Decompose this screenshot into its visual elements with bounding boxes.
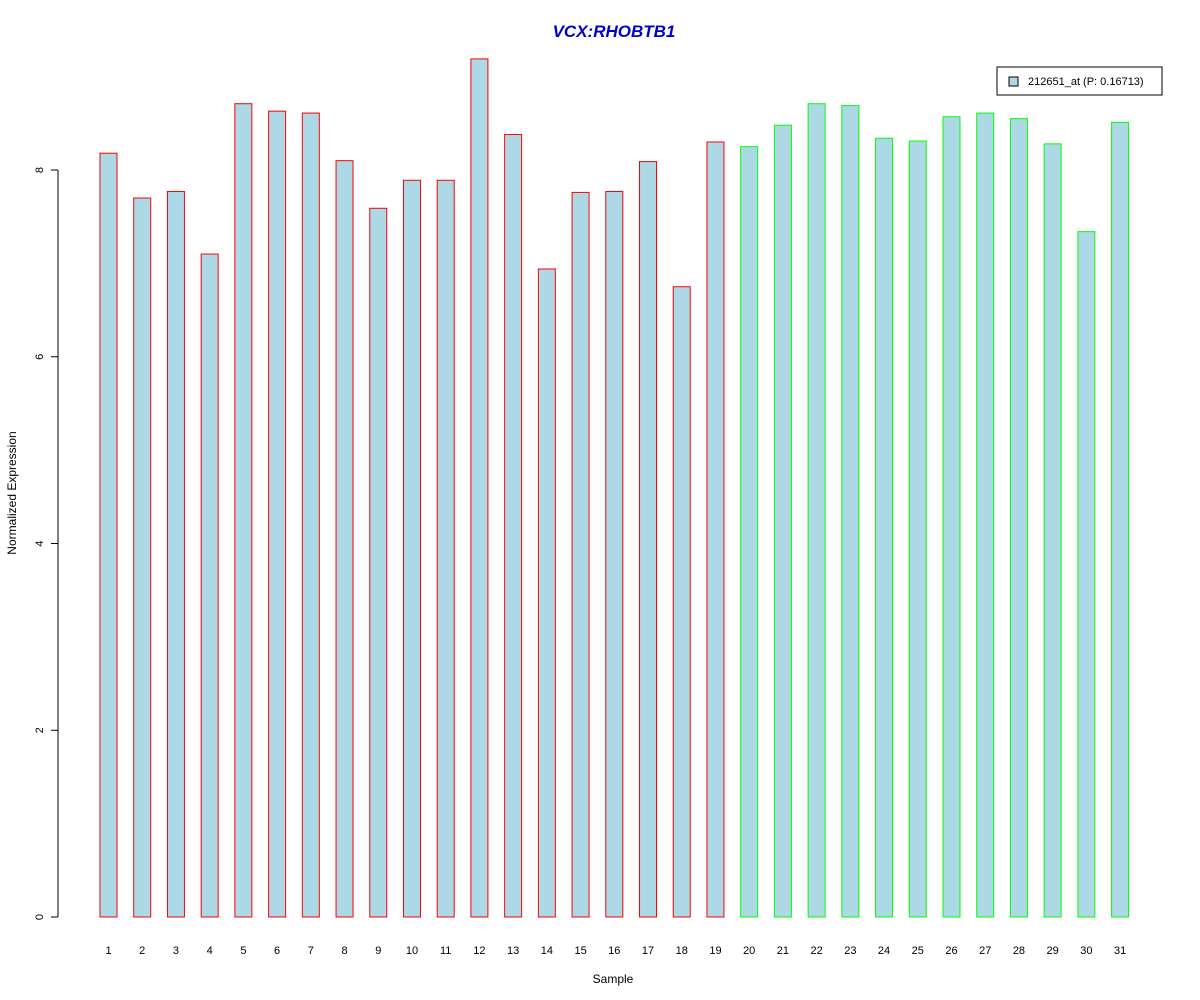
bar-sample-26 xyxy=(942,116,961,918)
x-tick-label: 8 xyxy=(341,945,347,957)
x-tick-label: 30 xyxy=(1080,945,1092,957)
bar-sample-18 xyxy=(672,286,691,918)
bar-sample-13 xyxy=(504,134,523,918)
bar-sample-16 xyxy=(605,190,624,918)
x-tick-label: 1 xyxy=(105,945,111,957)
bar-sample-1 xyxy=(99,152,118,918)
x-tick-label: 28 xyxy=(1013,945,1025,957)
x-tick-label: 16 xyxy=(608,945,620,957)
y-tick-label: 0 xyxy=(34,914,46,920)
x-tick-label: 17 xyxy=(642,945,654,957)
bar-sample-29 xyxy=(1043,143,1062,918)
x-tick-label: 25 xyxy=(912,945,924,957)
y-tick-label: 8 xyxy=(34,167,46,173)
x-tick-label: 9 xyxy=(375,945,381,957)
bar-sample-19 xyxy=(706,141,725,918)
x-tick-label: 12 xyxy=(473,945,485,957)
x-tick-label: 10 xyxy=(406,945,418,957)
x-tick-label: 19 xyxy=(709,945,721,957)
y-tick-label: 2 xyxy=(34,727,46,733)
x-tick-label: 11 xyxy=(440,945,451,957)
x-tick-label: 26 xyxy=(945,945,957,957)
x-tick-label: 15 xyxy=(574,945,586,957)
bar-sample-10 xyxy=(402,179,421,918)
x-tick-label: 23 xyxy=(844,945,856,957)
x-tick-label: 4 xyxy=(207,945,213,957)
bar-sample-27 xyxy=(976,112,995,918)
x-tick-label: 21 xyxy=(777,945,789,957)
bar-sample-17 xyxy=(639,161,658,918)
x-tick-label: 14 xyxy=(541,945,553,957)
y-ticks: 0 2 4 6 8 xyxy=(34,167,58,920)
bar-sample-5 xyxy=(234,103,253,918)
bar-sample-31 xyxy=(1111,121,1130,918)
bars xyxy=(99,58,1130,918)
bar-sample-28 xyxy=(1009,118,1028,918)
legend-swatch xyxy=(1008,76,1019,87)
x-tick-label: 20 xyxy=(743,945,755,957)
bar-sample-22 xyxy=(807,103,826,918)
bar-sample-30 xyxy=(1077,231,1096,918)
x-tick-label: 3 xyxy=(173,945,179,957)
bar-sample-8 xyxy=(335,160,354,918)
y-axis-title: Normalized Expression xyxy=(5,431,19,554)
bar-sample-6 xyxy=(268,110,287,918)
bar-sample-14 xyxy=(537,268,556,918)
bar-sample-7 xyxy=(301,112,320,918)
bar-sample-25 xyxy=(908,140,927,918)
bar-sample-11 xyxy=(436,179,455,918)
bar-sample-3 xyxy=(166,190,185,918)
bar-sample-24 xyxy=(875,137,894,918)
x-tick-label: 13 xyxy=(507,945,519,957)
x-tick-label: 5 xyxy=(240,945,246,957)
x-tick-label: 6 xyxy=(274,945,280,957)
x-tick-label: 27 xyxy=(979,945,991,957)
bar-sample-12 xyxy=(470,58,489,918)
bar-sample-20 xyxy=(740,146,759,918)
bar-sample-4 xyxy=(200,253,219,918)
bar-sample-23 xyxy=(841,105,860,918)
bar-sample-9 xyxy=(369,207,388,918)
x-axis-title: Sample xyxy=(593,972,634,986)
bar-sample-2 xyxy=(133,197,152,918)
legend: 212651_at (P: 0.16713) xyxy=(996,66,1163,96)
legend-box xyxy=(996,66,1163,96)
bar-sample-15 xyxy=(571,191,590,918)
x-tick-label: 24 xyxy=(878,945,890,957)
x-tick-label: 31 xyxy=(1114,945,1126,957)
bar-sample-21 xyxy=(773,124,792,918)
x-tick-label: 2 xyxy=(139,945,145,957)
y-tick-label: 4 xyxy=(34,540,46,546)
x-tick-label: 7 xyxy=(308,945,314,957)
x-tick-label: 29 xyxy=(1047,945,1059,957)
x-tick-labels: 1 2 3 4 5 6 7 8 9 10 11 12 13 14 15 16 17 18 19 20 21 22 23 24 2… xyxy=(105,945,1126,957)
y-tick-label: 6 xyxy=(34,354,46,360)
x-tick-label: 18 xyxy=(676,945,688,957)
x-tick-label: 22 xyxy=(810,945,822,957)
chart-title: VCX:RHOBTB1 xyxy=(553,22,676,41)
legend-label: 212651_at (P: 0.16713) xyxy=(1028,76,1144,88)
